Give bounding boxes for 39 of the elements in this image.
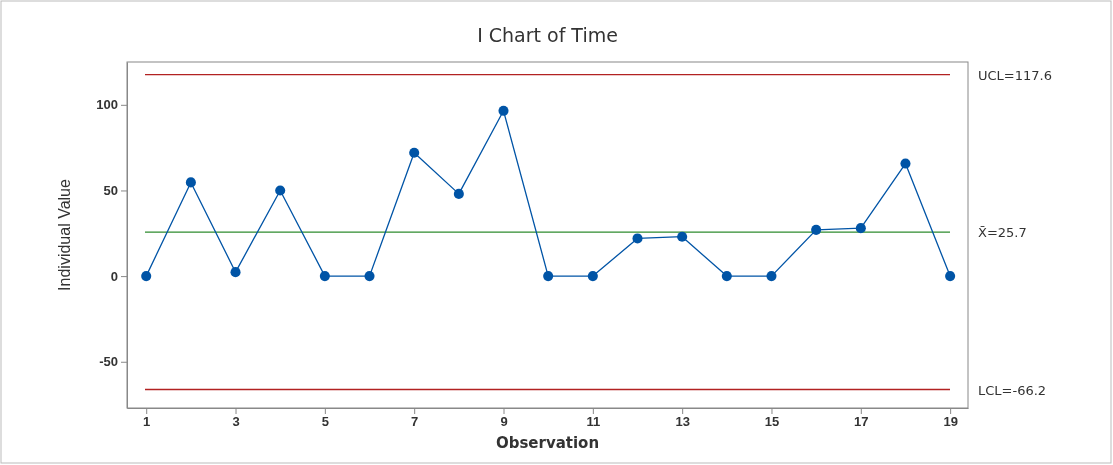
point (498, 105, 509, 116)
point (677, 231, 688, 242)
ref-line-label: UCL=117.6 (978, 67, 1052, 83)
y-tick-label: -50 (99, 354, 118, 370)
point (409, 147, 420, 158)
point (945, 271, 956, 282)
y-axis-title: Individual Value (56, 179, 73, 291)
chart-title: I Chart of Time (477, 24, 618, 46)
point (185, 177, 196, 188)
point (587, 271, 598, 282)
x-tick-label: 17 (854, 414, 869, 430)
point (632, 233, 643, 244)
point (141, 271, 152, 282)
x-tick-label: 13 (675, 414, 690, 430)
y-tick-label: 100 (96, 97, 118, 113)
x-tick-label: 9 (500, 414, 508, 430)
ref-line-label: LCL=-66.2 (978, 382, 1047, 398)
point (453, 188, 464, 199)
point (721, 271, 732, 282)
point (230, 267, 241, 278)
x-tick-label: 5 (321, 414, 329, 430)
x-tick-label: 1 (143, 414, 151, 430)
x-tick-label: 19 (943, 414, 958, 430)
point (319, 271, 330, 282)
x-tick-label: 3 (232, 414, 240, 430)
x-tick-label: 11 (586, 414, 601, 430)
point (900, 158, 911, 169)
ref-line-label: X̄=25.7 (978, 225, 1027, 241)
point (543, 271, 554, 282)
point (811, 224, 822, 235)
point (364, 271, 375, 282)
x-tick-label: 7 (411, 414, 419, 430)
point (766, 271, 777, 282)
x-tick-label: 15 (764, 414, 780, 430)
point (275, 185, 286, 196)
y-tick-label: 0 (110, 268, 118, 284)
point (855, 223, 866, 234)
x-axis-title: Observation (495, 434, 600, 452)
y-tick-label: 50 (103, 183, 118, 199)
